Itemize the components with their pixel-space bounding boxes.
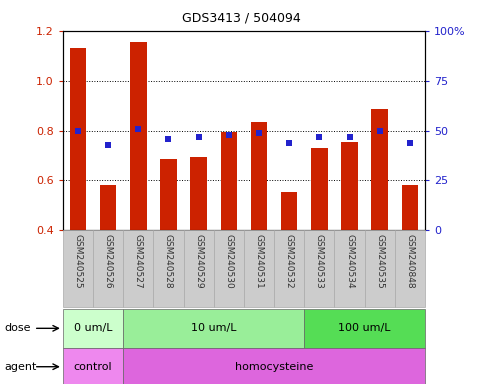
Point [255, 129, 263, 136]
Bar [123, 309, 304, 348]
Text: 0 um/L: 0 um/L [74, 323, 112, 333]
Bar [63, 230, 93, 307]
Bar [304, 309, 425, 348]
Bar [371, 109, 388, 230]
Point [134, 126, 142, 132]
Bar [93, 230, 123, 307]
Text: GSM240530: GSM240530 [224, 234, 233, 289]
Text: GDS3413 / 504094: GDS3413 / 504094 [182, 12, 301, 25]
Bar [123, 230, 154, 307]
Text: GSM240528: GSM240528 [164, 234, 173, 289]
Text: dose: dose [5, 323, 31, 333]
Text: GSM240531: GSM240531 [255, 234, 264, 289]
Bar [281, 192, 298, 230]
Text: homocysteine: homocysteine [235, 362, 313, 372]
Bar [334, 230, 365, 307]
Bar [70, 48, 86, 230]
Bar [154, 230, 184, 307]
Text: GSM240848: GSM240848 [405, 234, 414, 289]
Point [225, 131, 233, 137]
Point [346, 134, 354, 140]
Point [195, 134, 202, 140]
Point [315, 134, 323, 140]
Point [285, 139, 293, 146]
Point [376, 127, 384, 134]
Point [406, 139, 414, 146]
Text: GSM240527: GSM240527 [134, 234, 143, 289]
Bar [184, 230, 213, 307]
Text: control: control [74, 362, 112, 372]
Point [165, 136, 172, 142]
Bar [190, 157, 207, 230]
Bar [402, 185, 418, 230]
Text: GSM240535: GSM240535 [375, 234, 384, 289]
Bar [251, 122, 267, 230]
Text: GSM240534: GSM240534 [345, 234, 354, 289]
Text: GSM240525: GSM240525 [73, 234, 83, 289]
Text: GSM240526: GSM240526 [103, 234, 113, 289]
Bar [160, 159, 177, 230]
Text: 100 um/L: 100 um/L [339, 323, 391, 333]
Bar [63, 309, 123, 348]
Text: GSM240533: GSM240533 [315, 234, 324, 289]
Text: GSM240532: GSM240532 [284, 234, 294, 289]
Bar [63, 348, 123, 384]
Point [74, 127, 82, 134]
Text: agent: agent [5, 362, 37, 372]
Bar [395, 230, 425, 307]
Bar [213, 230, 244, 307]
Bar [311, 148, 327, 230]
Bar [130, 42, 146, 230]
Bar [123, 348, 425, 384]
Bar [100, 185, 116, 230]
Bar [304, 230, 334, 307]
Point [104, 141, 112, 147]
Bar [244, 230, 274, 307]
Bar [221, 132, 237, 230]
Text: 10 um/L: 10 um/L [191, 323, 237, 333]
Bar [274, 230, 304, 307]
Bar [341, 142, 358, 230]
Bar [365, 230, 395, 307]
Text: GSM240529: GSM240529 [194, 234, 203, 289]
